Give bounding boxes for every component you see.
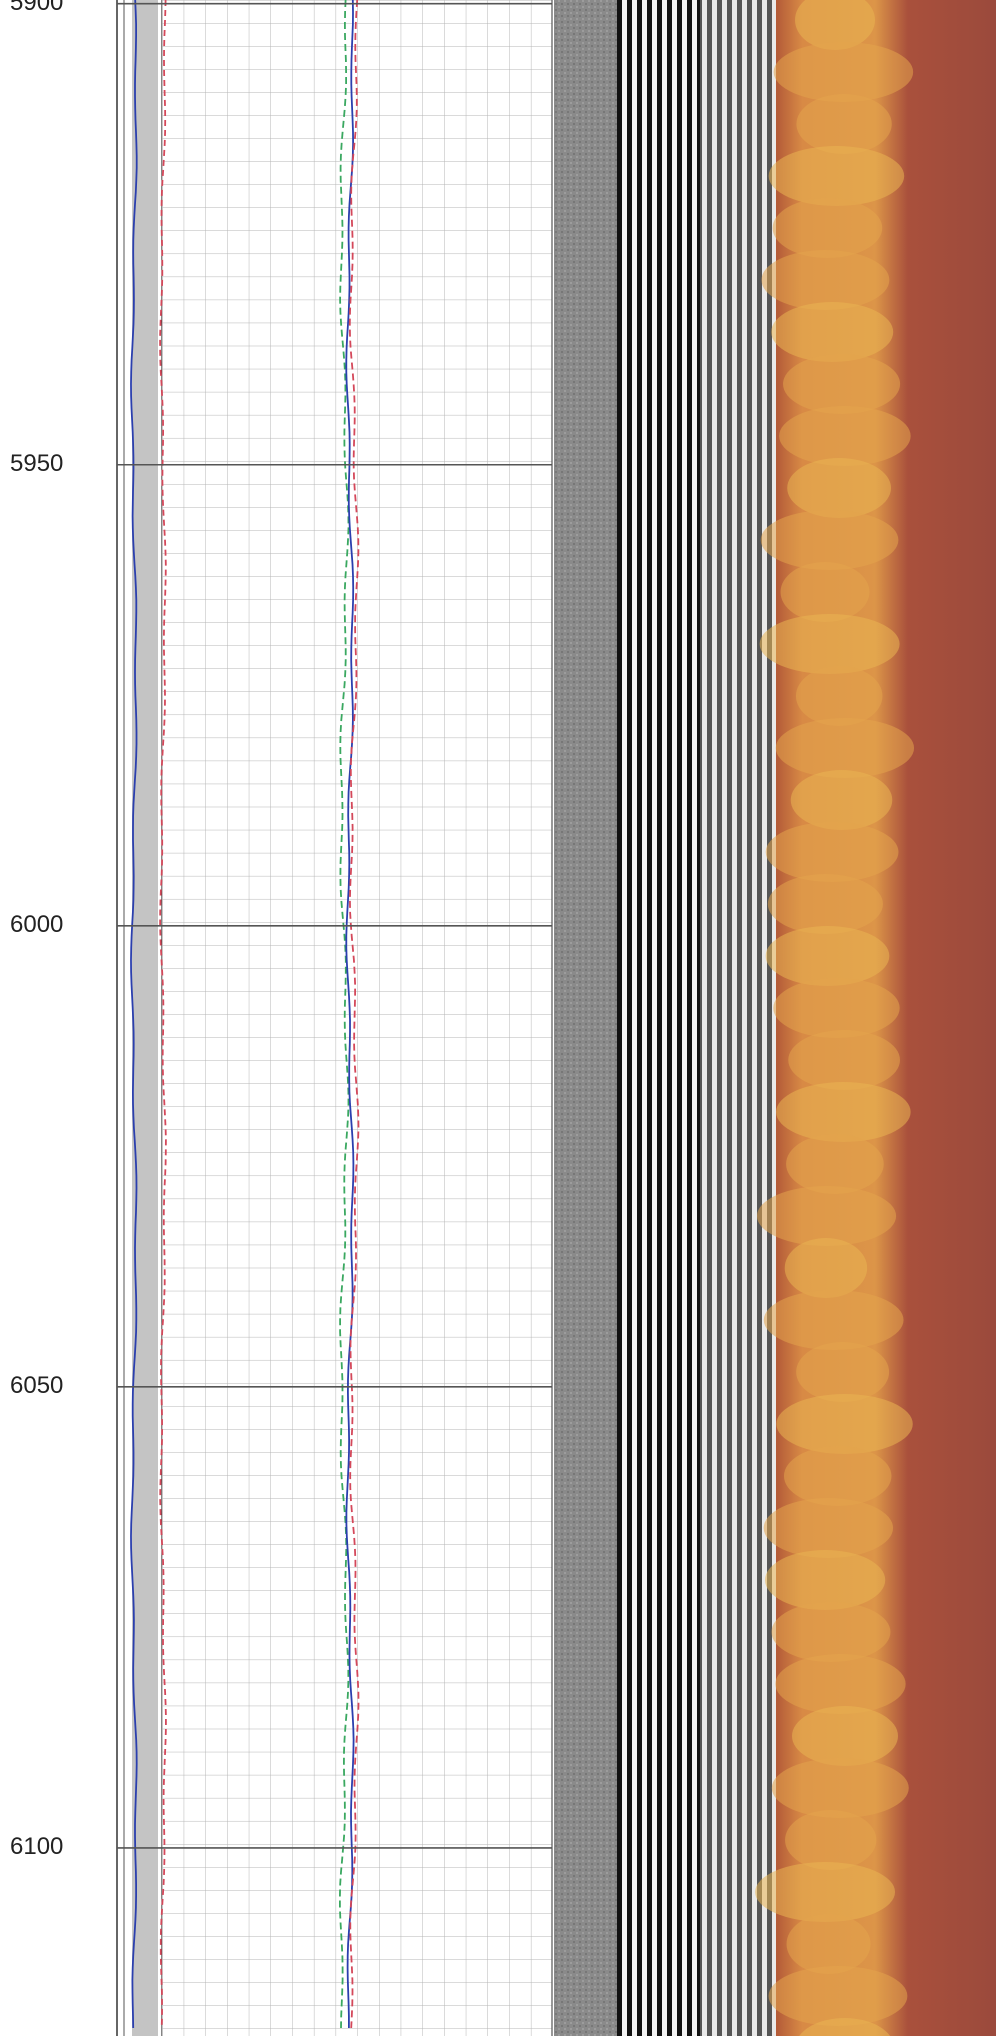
image-blob <box>795 666 883 726</box>
y-tick-label: 6100 <box>10 1833 63 1860</box>
depth-axis: 5900 5950 6000 6050 6100 <box>10 0 552 1860</box>
image-blob <box>772 198 883 258</box>
y-tick-label: 5900 <box>10 0 63 16</box>
image-blob <box>771 1758 909 1818</box>
image-blob <box>767 874 883 934</box>
image-blob <box>788 1030 901 1090</box>
y-tick-label: 5950 <box>10 450 63 477</box>
image-blob <box>776 1394 913 1454</box>
y-tick-label: 6000 <box>10 911 63 938</box>
image-blob <box>775 718 915 778</box>
image-blob <box>768 146 905 206</box>
image-blob <box>790 770 893 830</box>
image-blob <box>791 1706 899 1766</box>
image-blob <box>786 1914 871 1974</box>
image-blob <box>768 1966 908 2026</box>
image-blob <box>796 94 892 154</box>
image-blob <box>776 1082 911 1142</box>
image-track <box>755 0 996 2036</box>
resistivity-track <box>162 0 553 2036</box>
image-blob <box>765 1550 886 1610</box>
image-blob <box>771 302 894 362</box>
image-blob <box>780 562 870 622</box>
image-blob <box>785 1810 877 1870</box>
image-blob <box>773 978 900 1038</box>
image-blob <box>761 250 890 310</box>
log-curve <box>345 0 355 2028</box>
image-blob <box>759 614 900 674</box>
image-blob <box>760 510 899 570</box>
image-blob <box>765 822 899 882</box>
image-blob <box>773 42 914 102</box>
gray-track <box>554 0 617 2036</box>
image-blob <box>775 1654 906 1714</box>
gamma-track <box>116 0 163 2036</box>
image-blob <box>783 1446 892 1506</box>
image-blob <box>763 1498 894 1558</box>
image-blob <box>799 2018 891 2036</box>
log-curve <box>339 0 350 2029</box>
image-blob <box>755 1862 896 1922</box>
image-blob <box>795 0 875 50</box>
image-blob <box>771 1602 891 1662</box>
log-curve <box>348 0 360 2029</box>
image-blob <box>763 1290 904 1350</box>
log-curve <box>159 0 167 2029</box>
image-blob <box>796 1342 890 1402</box>
image-blob <box>765 926 890 986</box>
y-tick-label: 6050 <box>10 1372 63 1399</box>
image-blob <box>779 406 911 466</box>
image-blob <box>787 458 892 518</box>
image-blob <box>786 1134 884 1194</box>
image-blob <box>784 1238 868 1298</box>
curves <box>130 0 360 2029</box>
log-curve <box>130 0 138 2029</box>
image-blob <box>756 1186 897 1246</box>
waveform-track <box>617 0 776 2036</box>
image-blob <box>783 354 901 414</box>
